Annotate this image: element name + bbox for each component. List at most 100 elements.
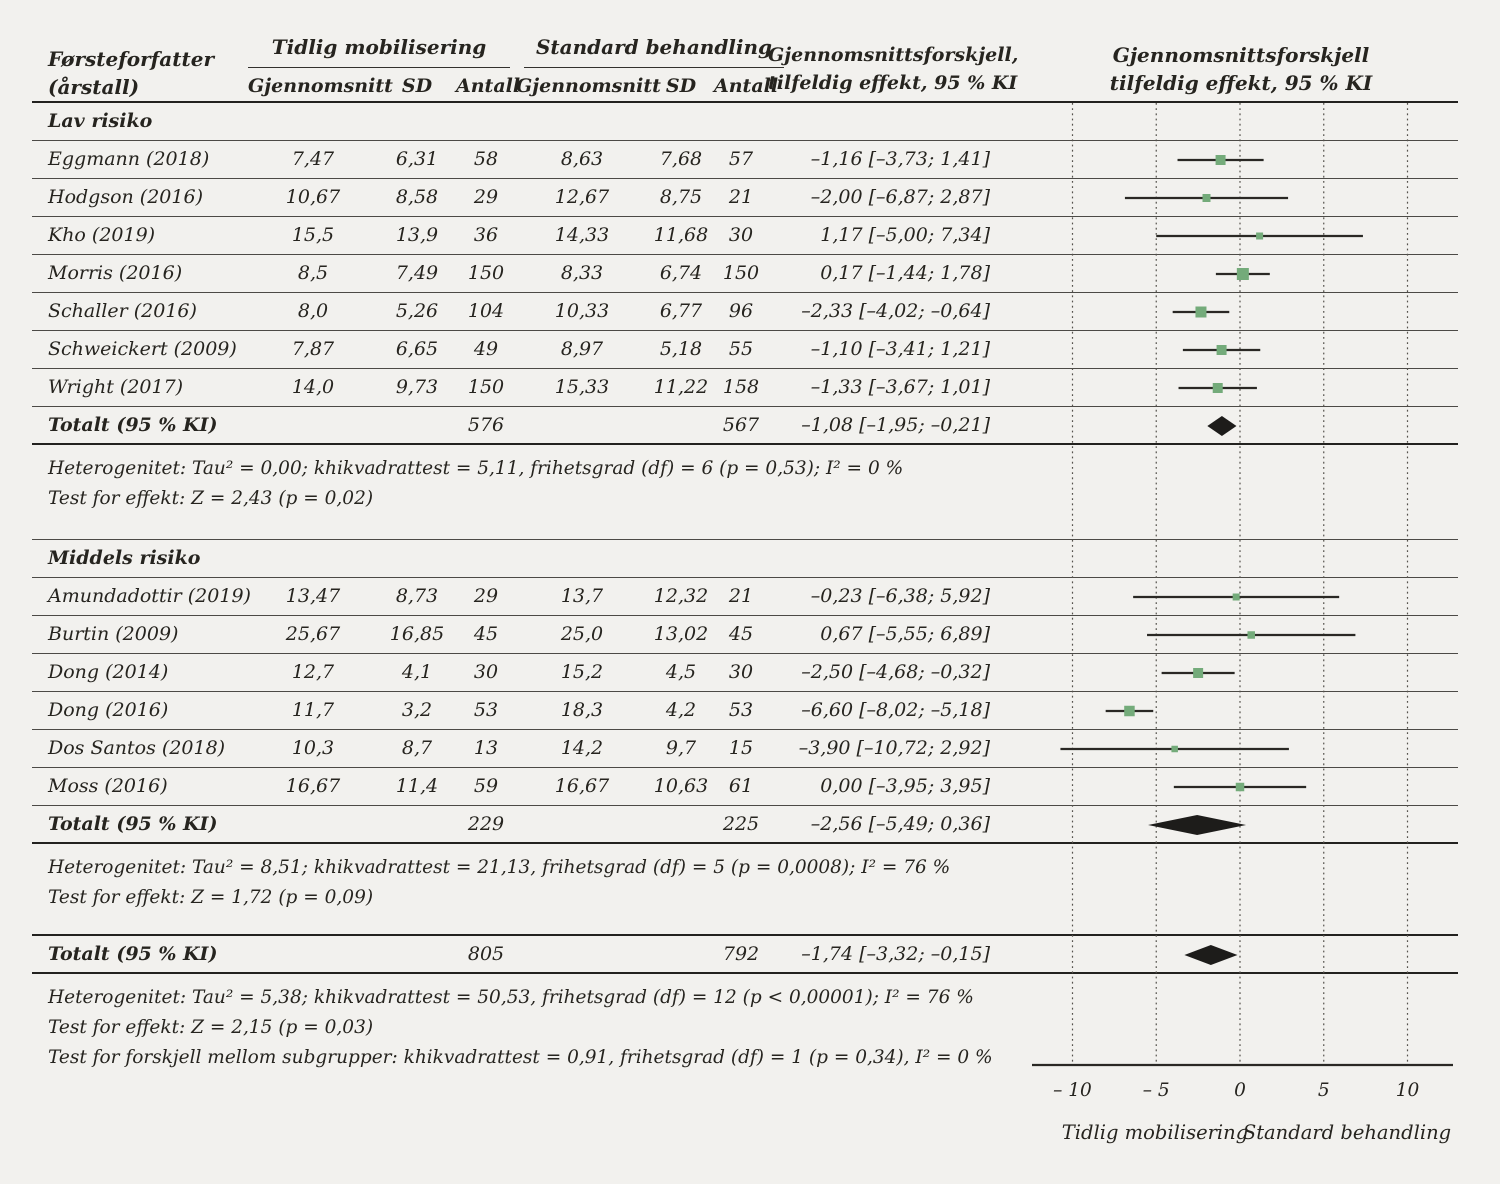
cell-plot-spacer — [1024, 806, 1458, 843]
cell-plot-spacer — [1024, 730, 1458, 767]
sub-header-mean-2: Gjennomsnitt — [516, 75, 661, 97]
cell-sd1: 16,85 — [389, 623, 445, 645]
cell-mean2 — [516, 103, 648, 140]
cell-n2: 30 — [728, 661, 754, 683]
cell-n2: 96 — [728, 300, 754, 322]
study-row: Dong (2016) 11,7 3,2 53 18,3 4,2 53 –6,60 [–8,0… — [32, 692, 1458, 730]
cell-mean2: 16,67 — [554, 775, 610, 797]
cell-n2: 57 — [728, 148, 754, 170]
cell-sd1: 8,58 — [395, 186, 439, 208]
cell-n1: 150 — [467, 262, 505, 284]
cell-plot-spacer — [1024, 103, 1458, 140]
cell-plot-spacer — [1024, 293, 1458, 330]
cell-n1: 30 — [473, 661, 499, 683]
plot-title-line2: tilfeldig effekt, 95 % KI — [1109, 71, 1373, 95]
cell-mean1 — [248, 806, 378, 843]
x-tick-label: – 10 — [1053, 1080, 1092, 1101]
grand-total-row: Totalt (95 % KI) 805 792 –1,74 [–3,32; –0,1… — [32, 936, 1458, 974]
cell-n2: 45 — [728, 623, 754, 645]
cell-sd2: 12,32 — [653, 585, 709, 607]
cell-n2: 53 — [728, 699, 754, 721]
cell-n1: 13 — [473, 737, 499, 759]
cell-mean1: 8,5 — [297, 262, 329, 284]
cell-sd2: 11,22 — [653, 376, 709, 398]
cell-n2: 567 — [722, 414, 760, 436]
cell-n2: 55 — [728, 338, 754, 360]
cell-mean2 — [516, 936, 648, 973]
cell-author: Middels risiko — [48, 547, 201, 569]
cell-ci: –1,08 [–1,95; –0,21] — [801, 414, 990, 436]
sub-header-sd-2: SD — [665, 75, 697, 97]
cell-author: Dong (2014) — [48, 661, 169, 683]
cell-plot-spacer — [1024, 331, 1458, 368]
cell-n2: 225 — [722, 813, 760, 835]
note-line: Heterogenitet: Tau² = 8,51; khikvadratte… — [48, 857, 951, 878]
cell-plot-spacer — [1024, 407, 1458, 444]
cell-mean1: 14,0 — [291, 376, 335, 398]
cell-mean1: 13,47 — [285, 585, 341, 607]
subtotal-row: Totalt (95 % KI) 229 225 –2,56 [–5,49; 0,36… — [32, 806, 1458, 844]
cell-author: Lav risiko — [48, 110, 153, 132]
cell-mean1: 16,67 — [285, 775, 341, 797]
cell-sd2: 6,74 — [659, 262, 703, 284]
cell-mean1: 15,5 — [291, 224, 335, 246]
cell-sd2: 13,02 — [653, 623, 709, 645]
cell-n1: 29 — [473, 186, 499, 208]
col-header-author-line2: (årstall) — [48, 75, 140, 99]
section-label-row: Lav risiko — [32, 103, 1458, 141]
cell-mean2: 15,33 — [554, 376, 610, 398]
cell-sd1: 8,7 — [401, 737, 433, 759]
group-header-tidlig: Tidlig mobilisering — [271, 35, 487, 59]
cell-mean2: 8,33 — [560, 262, 604, 284]
cell-mean2 — [516, 806, 648, 843]
cell-mean1 — [248, 103, 378, 140]
cell-sd2 — [648, 407, 714, 444]
table-body: Lav risiko Eggmann (2018) 7,47 6,31 58 8,63 7,… — [32, 103, 1458, 1068]
cell-sd1: 5,26 — [395, 300, 439, 322]
cell-mean1: 8,0 — [297, 300, 329, 322]
cell-n1: 805 — [467, 943, 505, 965]
cell-sd1: 3,2 — [401, 699, 433, 721]
study-row: Hodgson (2016) 10,67 8,58 29 12,67 8,75 21 –2,0… — [32, 179, 1458, 217]
cell-ci: –1,74 [–3,32; –0,15] — [801, 943, 990, 965]
cell-author: Eggmann (2018) — [48, 148, 210, 170]
cell-sd2: 9,7 — [665, 737, 697, 759]
cell-plot-spacer — [1024, 369, 1458, 406]
diff-col-header-line2: tilfeldig effekt, 95 % KI — [768, 72, 1018, 94]
cell-sd2 — [648, 806, 714, 843]
cell-ci: –1,16 [–3,73; 1,41] — [810, 148, 990, 170]
cell-n1: 36 — [473, 224, 499, 246]
cell-n2: 21 — [728, 585, 754, 607]
cell-ci: –2,33 [–4,02; –0,64] — [801, 300, 990, 322]
cell-n1: 53 — [473, 699, 499, 721]
cell-n2: 15 — [728, 737, 754, 759]
cell-mean1 — [248, 936, 378, 973]
cell-author: Kho (2019) — [48, 224, 156, 246]
cell-ci: –2,50 [–4,68; –0,32] — [801, 661, 990, 683]
cell-sd1: 7,49 — [395, 262, 439, 284]
cell-author: Morris (2016) — [48, 262, 183, 284]
cell-n1: 104 — [467, 300, 505, 322]
group-underline-standard — [524, 67, 784, 68]
cell-plot-spacer — [1024, 616, 1458, 653]
cell-ci: –2,00 [–6,87; 2,87] — [810, 186, 990, 208]
cell-sd2 — [648, 936, 714, 973]
cell-n2 — [714, 540, 768, 577]
notes-block: Heterogenitet: Tau² = 8,51; khikvadratte… — [32, 844, 1458, 936]
cell-n1: 150 — [467, 376, 505, 398]
cell-n1: 29 — [473, 585, 499, 607]
section-label-row: Middels risiko — [32, 540, 1458, 578]
study-row: Dong (2014) 12,7 4,1 30 15,2 4,5 30 –2,50 [–4,6… — [32, 654, 1458, 692]
diff-col-header-line1: Gjennomsnittsforskjell, — [768, 44, 1019, 66]
cell-author: Schaller (2016) — [48, 300, 197, 322]
study-row: Wright (2017) 14,0 9,73 150 15,33 11,22 158 –1,… — [32, 369, 1458, 407]
cell-sd1 — [378, 103, 456, 140]
cell-sd1 — [378, 540, 456, 577]
note-line: Test for forskjell mellom subgrupper: kh… — [48, 1047, 993, 1068]
cell-n1: 576 — [467, 414, 505, 436]
cell-mean1: 7,47 — [291, 148, 335, 170]
cell-plot-spacer — [1024, 578, 1458, 615]
cell-sd2 — [648, 540, 714, 577]
cell-ci — [768, 540, 1024, 577]
cell-mean1: 10,3 — [291, 737, 335, 759]
